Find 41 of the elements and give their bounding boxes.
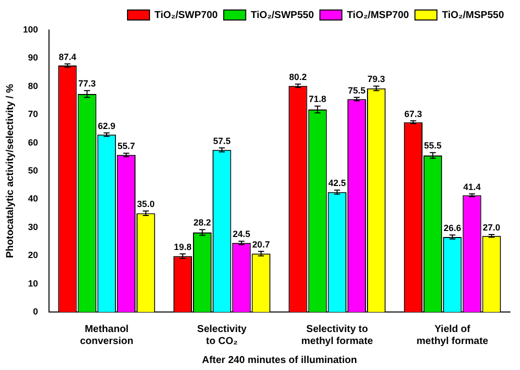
x-axis-title: After 240 minutes of illumination [202, 354, 358, 366]
y-tick-label: 60 [28, 137, 38, 148]
data-label: 41.4 [463, 182, 481, 192]
legend-label: TiO₂/MSP700 [346, 10, 410, 21]
data-label: 28.2 [194, 218, 212, 228]
x-tick-label: Methanol conversion [80, 324, 134, 347]
data-label: 57.5 [213, 136, 231, 146]
data-label: 27.0 [482, 222, 500, 232]
y-tick-label: 50 [28, 165, 38, 176]
x-tick-label: Selectivity to CO₂ [197, 324, 248, 347]
y-tick-label: 90 [28, 52, 38, 63]
data-label: 80.2 [289, 72, 307, 82]
legend-label: TiO₂/SWP550 [250, 10, 314, 21]
y-axis-title: Photocatalytic activity/selectivity / % [4, 84, 16, 258]
y-tick-label: 10 [28, 278, 38, 288]
y-tick-label: 0 [33, 306, 38, 316]
data-label: 35.0 [137, 199, 155, 210]
x-tick-label: Selectivity to methyl formate [301, 324, 374, 347]
data-label: 24.5 [232, 229, 250, 240]
data-label: 71.8 [308, 94, 326, 104]
data-label: 79.3 [368, 74, 386, 84]
data-label: 20.7 [252, 239, 270, 250]
y-tick-label: 70 [28, 109, 38, 120]
data-label: 77.3 [78, 78, 96, 89]
data-label: 26.6 [444, 223, 462, 233]
data-label: 19.8 [174, 242, 192, 252]
legend-label: TiO₂/MSP550 [442, 10, 504, 21]
y-tick-label: 80 [28, 80, 38, 91]
legend-label: TiO₂/SWP700 [154, 10, 218, 21]
data-label: 62.9 [98, 120, 116, 131]
data-label: 55.5 [424, 140, 442, 151]
y-tick-label: 20 [28, 250, 38, 260]
data-label: 75.5 [348, 85, 366, 96]
data-label: 87.4 [58, 52, 76, 62]
y-tick-label: 30 [28, 222, 38, 232]
y-tick-label: 100 [22, 24, 38, 34]
data-label: 55.7 [117, 141, 135, 152]
y-tick-label: 40 [28, 194, 38, 204]
x-tick-label: Yield of methyl formate [416, 324, 489, 347]
data-label: 42.5 [328, 178, 346, 188]
data-label: 67.3 [404, 108, 422, 119]
